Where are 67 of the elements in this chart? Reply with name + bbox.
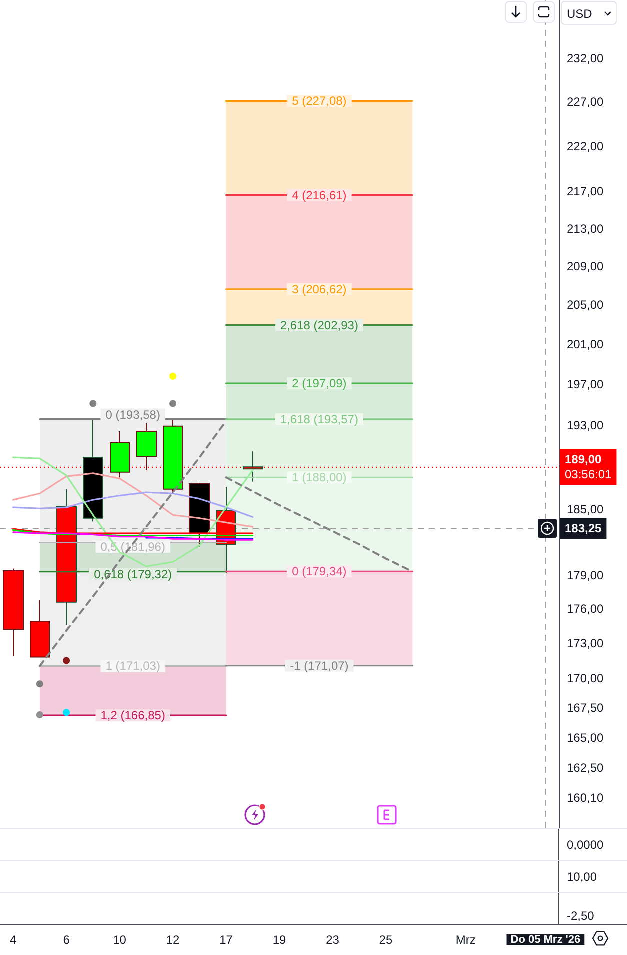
x-tick-label: Mrz	[456, 933, 476, 947]
candlestick	[83, 420, 103, 522]
point	[63, 709, 70, 716]
text: 10,00	[567, 870, 598, 884]
series-label: 3 (206,62)	[292, 282, 347, 296]
y-tick-label: 193,00	[567, 418, 604, 432]
y-tick-label: 209,00	[567, 260, 604, 274]
point	[36, 680, 44, 688]
point	[36, 711, 44, 718]
candlestick	[189, 482, 210, 548]
y-tick-label: 222,00	[567, 139, 604, 154]
candlestick	[163, 420, 183, 494]
point	[90, 400, 97, 408]
y-tick-label: 167,50	[567, 700, 604, 715]
y-tick-label: 173,00	[567, 636, 604, 650]
x-tick-label: 19	[272, 933, 286, 947]
y-tick-label: 162,50	[567, 761, 604, 776]
text: 0,0000	[567, 838, 604, 852]
y-tick-label: 165,00	[567, 730, 604, 745]
y-tick-label: 170,00	[567, 671, 604, 686]
candlestick	[3, 568, 24, 657]
x-tick-label: 10	[113, 933, 127, 947]
dropdown: USD	[561, 1, 617, 25]
series-label: 2,618 (202,93)	[280, 318, 358, 332]
series-label: 5 (227,08)	[292, 94, 347, 108]
y-tick-label: 213,00	[567, 222, 604, 236]
x-tick-label: 25	[379, 933, 393, 947]
y-tick-label: 205,00	[567, 298, 604, 312]
point	[170, 372, 177, 380]
x-tick-label: 23	[326, 933, 340, 947]
series-label: 0 (179,34)	[292, 564, 347, 579]
line-series	[12, 532, 254, 541]
y-tick-label: 176,00	[567, 602, 604, 616]
y-tick-label: 179,00	[567, 568, 604, 582]
series-label: 1 (171,03)	[106, 659, 160, 674]
x-tick-label: 17	[220, 933, 234, 947]
x-tick-label: Do 05 Mrz '26	[510, 934, 581, 946]
line-series	[12, 472, 254, 528]
text: -2,50	[567, 909, 594, 923]
x-tick-label: 6	[63, 933, 70, 947]
series-label: 2 (197,09)	[292, 376, 347, 391]
x-tick-label: 12	[166, 933, 180, 947]
line-series	[12, 456, 254, 568]
candlestick	[110, 431, 130, 478]
series-label: -1 (171,07)	[290, 658, 349, 673]
y-tick-label: 232,00	[567, 51, 604, 66]
series-label: 1,618 (193,57)	[280, 412, 358, 426]
ref-line-label: 183,25	[565, 522, 602, 536]
series-label: 1,2 (166,85)	[100, 708, 166, 723]
candlestick	[30, 600, 50, 658]
y-tick-label: 201,00	[567, 337, 604, 352]
series-label: 1 (188,00)	[292, 470, 347, 485]
text: 03:56:01	[565, 468, 612, 482]
y-tick-label: 185,00	[567, 502, 604, 517]
point	[63, 657, 70, 664]
candlestick	[136, 422, 157, 471]
ref-line-label: 189,00	[565, 452, 602, 467]
y-tick-label: 197,00	[567, 377, 604, 392]
series-label: 4 (216,61)	[292, 188, 347, 202]
series-label: 0,618 (179,32)	[94, 568, 172, 582]
y-tick-label: 217,00	[567, 184, 604, 199]
series-label: 0 (193,58)	[106, 408, 160, 422]
x-tick-label: 4	[10, 933, 17, 947]
point	[170, 400, 177, 408]
y-tick-label: 160,10	[567, 790, 604, 805]
y-tick-label: 227,00	[567, 94, 604, 109]
line-series	[12, 492, 254, 518]
